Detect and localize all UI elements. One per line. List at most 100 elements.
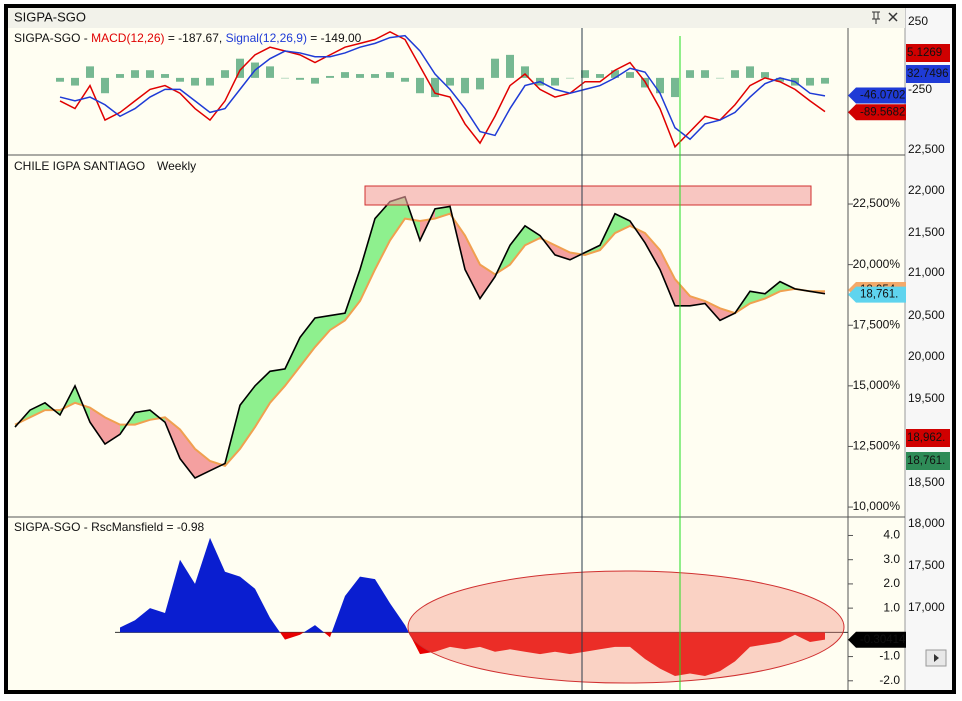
histogram-bar xyxy=(596,74,604,78)
y-tick-label: -2.0 xyxy=(879,673,900,687)
value-tag xyxy=(848,104,906,121)
trend-fill xyxy=(480,264,495,299)
area-segment xyxy=(495,632,510,652)
strip-labels: 250 -250 22,500 22,000 21,500 21,000 20,500 20,… xyxy=(906,14,950,614)
background-tag-label: 18,761. xyxy=(907,455,945,467)
trend-fill xyxy=(330,313,345,331)
window-frame xyxy=(4,4,956,694)
value-tag-label: -89.5682 xyxy=(860,106,905,118)
background-tag-label: 18,962. xyxy=(907,432,945,444)
histogram-bar xyxy=(191,77,199,86)
chart-title: CHILE IGPA SANTIAGO xyxy=(14,159,145,173)
close-button[interactable] xyxy=(888,12,898,22)
area-segment xyxy=(360,576,375,633)
histogram-bar xyxy=(506,54,514,78)
trend-fill xyxy=(135,410,150,425)
area-segment xyxy=(465,632,480,650)
area-segment xyxy=(540,632,555,655)
area-segment xyxy=(795,632,810,643)
histogram-bar xyxy=(71,77,79,86)
trend-fill xyxy=(675,279,690,306)
area-segment xyxy=(450,632,465,650)
value-tag-label: 18,761. xyxy=(860,289,898,301)
histogram-bar xyxy=(386,72,394,78)
area-segment xyxy=(480,632,495,652)
area-segment xyxy=(780,632,795,643)
area-segment xyxy=(195,537,210,633)
histogram-bar xyxy=(416,77,424,94)
histogram-bar xyxy=(746,66,754,78)
scroll-right-button[interactable] xyxy=(925,649,947,667)
trend-fill xyxy=(660,250,675,306)
value-tag-label: -0.30414 xyxy=(860,634,906,646)
legend-name: MACD(12,26) xyxy=(91,31,164,45)
histogram-bar xyxy=(161,74,169,78)
trend-fill xyxy=(390,196,405,241)
trend-fill xyxy=(525,225,540,246)
area-segment xyxy=(120,620,135,633)
y-tick-label: 12,500% xyxy=(853,439,901,453)
y-tick-label: 22,500% xyxy=(853,196,901,210)
area-segment xyxy=(255,588,270,633)
area-segment xyxy=(525,632,540,655)
background-tag xyxy=(906,452,950,470)
trend-fill xyxy=(645,233,660,270)
area-segment xyxy=(225,571,240,633)
background-axis-label: 20,500 xyxy=(908,308,945,322)
trend-fill xyxy=(360,218,375,301)
trend-fill xyxy=(510,225,525,265)
area-segment xyxy=(615,632,630,647)
value-tag-label: -46.0702 xyxy=(860,90,905,102)
histogram-bar xyxy=(671,77,679,98)
background-axis-label: 18,000 xyxy=(908,516,945,530)
area-segment xyxy=(270,617,280,633)
histogram-bar xyxy=(176,77,184,82)
histogram-bar xyxy=(701,70,709,78)
trend-fill xyxy=(555,245,570,260)
pin-button[interactable] xyxy=(872,11,880,24)
y-tick-label: 20,000% xyxy=(853,257,901,271)
title-bar xyxy=(8,8,905,28)
background-axis-label: 250 xyxy=(908,14,928,28)
area-segment xyxy=(720,632,735,672)
y-tick-label: 1.0 xyxy=(883,600,900,614)
moving-average-line xyxy=(14,212,825,468)
area-segment xyxy=(660,632,675,676)
value-tag xyxy=(848,286,906,303)
histogram-bar xyxy=(86,66,94,78)
histogram-bar xyxy=(566,77,574,79)
macd-line xyxy=(59,34,826,141)
trend-fill xyxy=(750,291,765,304)
area-segment xyxy=(150,608,165,633)
legend-readout: = -187.67, xyxy=(168,31,222,45)
background-axis-label: 21,000 xyxy=(908,265,945,279)
area-segment xyxy=(585,632,600,652)
histogram-bar xyxy=(551,77,559,86)
trend-fill xyxy=(375,201,390,270)
trend-fill xyxy=(315,315,330,348)
area-segment xyxy=(420,632,435,655)
histogram-bar xyxy=(806,77,814,86)
histogram-bar xyxy=(581,70,589,78)
area-segment xyxy=(330,632,332,638)
area-segment xyxy=(180,559,195,633)
background-tag-label: 5.1269 xyxy=(907,47,942,59)
histogram-bar xyxy=(461,77,469,94)
histogram-bar xyxy=(431,77,439,98)
area-segment xyxy=(705,632,720,676)
area-segment xyxy=(630,632,645,659)
trend-fill xyxy=(105,417,120,445)
background-axis-label: 18,500 xyxy=(908,475,945,489)
histogram-bar xyxy=(401,77,409,82)
histogram-bar xyxy=(296,77,304,80)
chart-title: SIGPA-SGO - RscMansfield = -0.98 xyxy=(14,520,204,534)
trend-fill xyxy=(570,252,585,260)
legend: SIGPA-SGO - MACD(12,26) = -187.67, Signa… xyxy=(14,31,362,45)
histogram-bar xyxy=(776,77,784,82)
histogram-bar xyxy=(221,70,229,78)
background-tag xyxy=(906,44,950,62)
area-segment xyxy=(390,603,405,633)
histogram-bar xyxy=(116,74,124,78)
histogram-bar xyxy=(761,72,769,78)
